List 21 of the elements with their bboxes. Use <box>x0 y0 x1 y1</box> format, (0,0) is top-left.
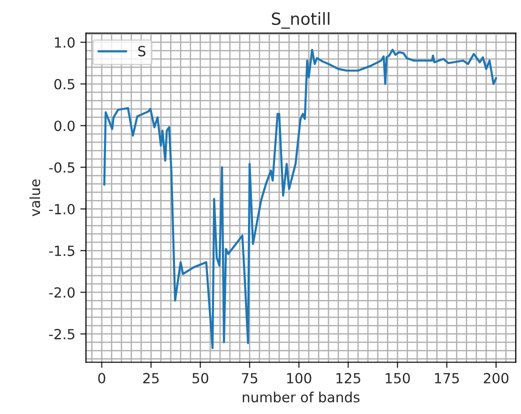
y-tick-label: -1.0 <box>49 204 75 214</box>
legend-label: S <box>138 46 146 56</box>
y-tick-label: -2.5 <box>49 328 74 340</box>
chart-title: S_notill <box>272 12 330 29</box>
y-tick-label: 0.5 <box>54 78 74 90</box>
x-tick-label: 200 <box>484 372 508 384</box>
y-tick-label: -1.5 <box>49 246 74 256</box>
y-tick-label: 0.0 <box>54 120 75 132</box>
x-tick-label: 175 <box>435 373 459 384</box>
x-tick-label: 100 <box>287 372 312 384</box>
y-tick-label: -0.5 <box>49 162 74 173</box>
y-tick-label: -2.0 <box>49 287 75 298</box>
x-axis-title: number of bands <box>242 392 360 402</box>
x-tick-label: 150 <box>386 372 410 384</box>
x-tick-label: 0 <box>98 372 106 384</box>
x-tick-label: 25 <box>143 372 159 384</box>
x-tick-label: 75 <box>242 373 258 384</box>
x-tick-label: 50 <box>192 372 208 384</box>
x-tick-label: 125 <box>336 372 360 384</box>
y-axis-title: value <box>29 179 40 216</box>
y-tick-label: 1.0 <box>54 37 75 48</box>
